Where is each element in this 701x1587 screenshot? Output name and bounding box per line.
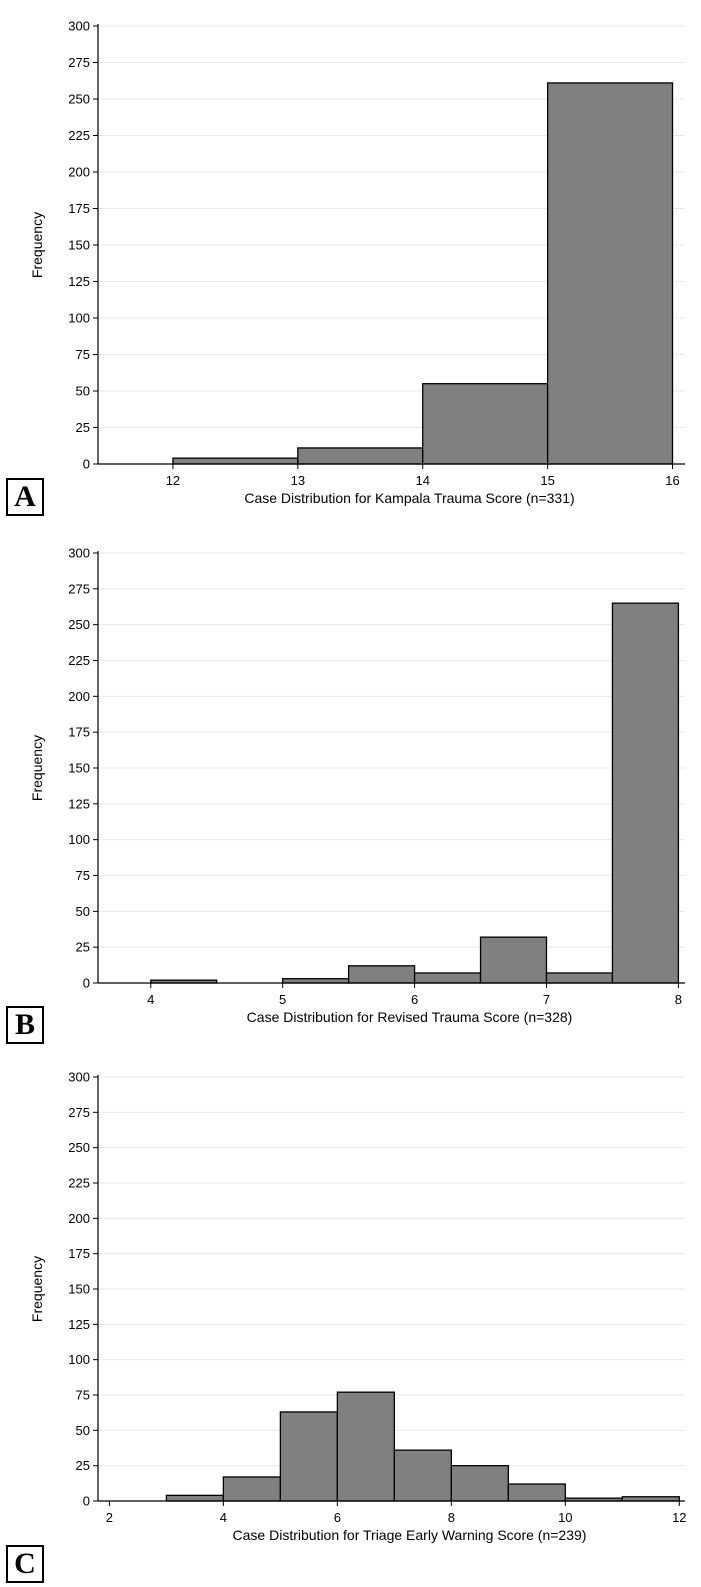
x-tick-label: 6: [411, 992, 418, 1007]
y-tick-label: 25: [76, 940, 90, 955]
y-tick-label: 25: [76, 1458, 90, 1473]
x-tick-label: 12: [166, 473, 180, 488]
y-tick-label: 125: [68, 796, 90, 811]
panel-c: 0 25 50 75 100 125 150 175 200 225 250 275 300 2 4 6 8 10…: [0, 1057, 701, 1587]
x-tick-label: 4: [220, 1510, 227, 1525]
y-tick-label: 75: [76, 347, 90, 362]
histogram-bar: [422, 383, 549, 465]
histogram-bar: [611, 602, 680, 984]
y-tick-label: 50: [76, 904, 90, 919]
y-tick-label: 100: [68, 832, 90, 847]
y-tick-label: 200: [68, 689, 90, 704]
y-tick-label: 175: [68, 725, 90, 740]
histogram-bar: [413, 972, 482, 984]
histogram-bar: [279, 1411, 339, 1502]
y-tick-label: 225: [68, 653, 90, 668]
histogram-bar: [336, 1391, 395, 1502]
x-axis-title: Case Distribution for Kampala Trauma Sco…: [244, 490, 574, 506]
x-axis-title: Case Distribution for Revised Trauma Sco…: [247, 1009, 573, 1025]
y-axis-title: Frequency: [29, 212, 45, 278]
histogram-bar: [222, 1476, 282, 1502]
x-tick-label: 8: [675, 992, 682, 1007]
y-tick-label: 200: [68, 1211, 90, 1226]
x-tick-label: 4: [147, 992, 154, 1007]
histogram-bar: [545, 972, 614, 984]
y-tick-label: 175: [68, 201, 90, 216]
y-tick-label: 275: [68, 581, 90, 596]
y-tick-label: 250: [68, 617, 90, 632]
x-tick-label: 8: [448, 1510, 455, 1525]
histogram-b: 0 25 50 75 100 125 150 175 200 225 250 275 300 4 5 6 7 8 C…: [29, 546, 685, 1025]
x-tick-label: 10: [558, 1510, 572, 1525]
histogram-bar: [393, 1449, 452, 1502]
histogram-bar: [507, 1483, 566, 1502]
y-tick-label: 225: [68, 128, 90, 143]
histogram-a: 0 25 50 75 100 125 150 175 200 225 250 275 300 12 13 14…: [29, 19, 685, 506]
y-tick-label: 200: [68, 165, 90, 180]
histogram-bar: [282, 978, 350, 984]
x-tick-label: 6: [334, 1510, 341, 1525]
x-tick-label: 2: [106, 1510, 113, 1525]
y-tick-label: 300: [68, 546, 90, 561]
histogram-bar: [546, 82, 674, 465]
x-tick-label: 7: [543, 992, 550, 1007]
x-tick-label: 13: [291, 473, 305, 488]
y-tick-label: 25: [76, 420, 90, 435]
y-tick-label: 150: [68, 1282, 90, 1297]
panel-a: 0 25 50 75 100 125 150 175 200 225 250 275 300 12 13 14…: [0, 0, 701, 522]
y-tick-label: 0: [83, 457, 90, 472]
histogram-bar: [479, 936, 548, 984]
x-axis-title: Case Distribution for Triage Early Warni…: [233, 1527, 587, 1543]
panel-b: 0 25 50 75 100 125 150 175 200 225 250 275 300 4 5 6 7 8 C…: [0, 530, 701, 1050]
y-tick-label: 250: [68, 92, 90, 107]
y-tick-label: 300: [68, 1070, 90, 1085]
y-tick-label: 150: [68, 238, 90, 253]
y-tick-label: 0: [83, 976, 90, 991]
y-tick-label: 50: [76, 1423, 90, 1438]
y-tick-label: 75: [76, 1388, 90, 1403]
y-tick-label: 150: [68, 761, 90, 776]
panel-label-b: B: [6, 1006, 44, 1044]
y-axis-title: Frequency: [29, 1256, 45, 1322]
histogram-bar: [165, 1494, 225, 1502]
y-tick-label: 100: [68, 1352, 90, 1367]
y-tick-label: 300: [68, 19, 90, 34]
y-tick-label: 275: [68, 1105, 90, 1120]
y-tick-label: 100: [68, 311, 90, 326]
histogram-c: 0 25 50 75 100 125 150 175 200 225 250 275 300 2 4 6 8 10…: [29, 1070, 687, 1544]
y-axis-title: Frequency: [29, 735, 45, 801]
histogram-bar: [347, 965, 416, 984]
histogram-bar: [297, 447, 424, 465]
y-tick-label: 125: [68, 274, 90, 289]
y-tick-label: 175: [68, 1246, 90, 1261]
x-tick-label: 16: [665, 473, 679, 488]
panel-label-a: A: [6, 478, 44, 516]
histogram-bar: [450, 1465, 509, 1502]
y-tick-label: 225: [68, 1176, 90, 1191]
histogram-bar: [621, 1496, 680, 1502]
y-tick-label: 75: [76, 868, 90, 883]
y-tick-label: 125: [68, 1317, 90, 1332]
x-tick-label: 12: [672, 1510, 686, 1525]
x-tick-label: 15: [540, 473, 554, 488]
y-tick-label: 50: [76, 384, 90, 399]
panel-label-c: C: [6, 1545, 44, 1583]
y-tick-label: 275: [68, 55, 90, 70]
y-tick-label: 0: [83, 1494, 90, 1509]
y-tick-label: 250: [68, 1140, 90, 1155]
x-tick-label: 14: [415, 473, 429, 488]
x-tick-label: 5: [279, 992, 286, 1007]
histogram-bar: [172, 457, 299, 465]
